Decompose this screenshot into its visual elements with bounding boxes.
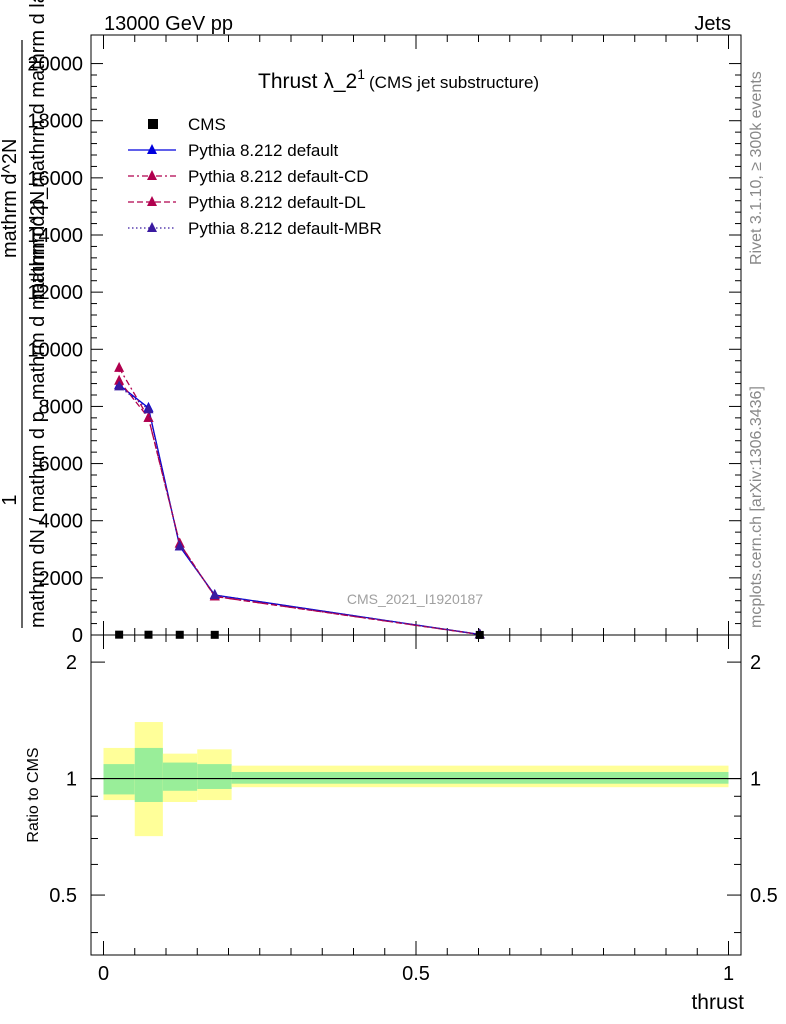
main-y-tick-label: 10000: [27, 339, 83, 361]
legend-label: Pythia 8.212 default-CD: [188, 167, 369, 186]
ratio-stat-band: [231, 771, 729, 784]
series-marker: [209, 589, 220, 599]
series-marker: [114, 361, 125, 372]
series-marker: [143, 403, 154, 414]
rivet-note: Rivet 3.1.10, ≥ 300k events: [748, 71, 765, 265]
legend-marker: [148, 119, 158, 129]
series-marker: [174, 540, 185, 551]
legend: CMS Pythia 8.212 default Pythia 8.212 defa…: [128, 115, 382, 238]
series-marker: [114, 374, 125, 385]
x-axis-label: thrust: [691, 991, 744, 1014]
main-x-ticks: [103, 35, 729, 635]
ratio-y-ticks: 0.5 0.5 1 1 2 2: [49, 652, 778, 934]
ylabel-top-b: mathrm d p_mathrm d mathrm d lambda: [27, 0, 49, 300]
ratio-y-tick-label: 1: [66, 769, 77, 791]
ratio-x-ticks: 0 0.5 1: [98, 635, 734, 985]
main-y-tick-label: 4000: [39, 511, 84, 533]
main-y-tick-label: 6000: [39, 454, 84, 476]
ratio-bands: [91, 722, 741, 837]
ratio-y-tick-label: 0.5: [49, 885, 77, 907]
main-y-tick-label: 14000: [27, 225, 83, 247]
legend-marker: [147, 222, 157, 232]
main-y-tick-label: 0: [72, 625, 83, 647]
ratio-stat-band: [162, 762, 198, 791]
legend-label: Pythia 8.212 default-DL: [188, 193, 366, 212]
series-marker: [114, 380, 125, 391]
header-right: Jets: [694, 13, 731, 35]
legend-marker: [147, 144, 157, 154]
ratio-x-tick-label: 0: [98, 963, 109, 985]
header-left: 13000 GeV pp: [104, 13, 233, 35]
legend-label: Pythia 8.212 default-MBR: [188, 219, 382, 238]
ratio-y-tick-label-right: 2: [750, 652, 761, 674]
main-y-ticks: 0 2000 4000 6000 8000 10000 12000 14000 16000 180…: [27, 54, 741, 647]
ylabel-top-a: mathrm d^2N: [0, 139, 21, 258]
ratio-stat-band: [103, 764, 135, 795]
legend-label: CMS: [188, 115, 226, 134]
analysis-watermark: CMS_2021_I1920187: [347, 591, 483, 607]
main-y-tick-label: 8000: [39, 396, 84, 418]
ratio-y-tick-label-right: 1: [750, 769, 761, 791]
legend-label: Pythia 8.212 default: [188, 141, 339, 160]
ratio-ylabel: Ratio to CMS: [25, 747, 42, 842]
ratio-y-tick-label: 2: [66, 652, 77, 674]
ratio-y-tick-label-right: 0.5: [750, 885, 778, 907]
mcplots-note: mcplots.cern.ch [arXiv:1306.3436]: [748, 386, 765, 628]
ratio-stat-band: [197, 764, 232, 789]
main-y-tick-label: 16000: [27, 168, 83, 190]
main-y-tick-label: 18000: [27, 111, 83, 133]
series-line: [118, 385, 480, 636]
ylabel-numerator: 1: [0, 494, 21, 505]
ratio-x-tick-label: 1: [723, 963, 734, 985]
main-y-tick-label: 2000: [39, 568, 84, 590]
legend-marker: [147, 196, 157, 206]
ratio-x-tick-label: 0.5: [402, 963, 430, 985]
ratio-stat-band: [134, 747, 163, 802]
main-y-tick-label: 12000: [27, 282, 83, 304]
ylabel-denominator: mathrm dN / mathrm d p_mathrm d mathrm d…: [27, 191, 49, 628]
main-y-tick-label: 20000: [27, 54, 83, 76]
series-marker: [143, 411, 154, 422]
legend-marker: [147, 170, 157, 180]
plot-title: Thrust λ_21 (CMS jet substructure): [258, 66, 539, 93]
